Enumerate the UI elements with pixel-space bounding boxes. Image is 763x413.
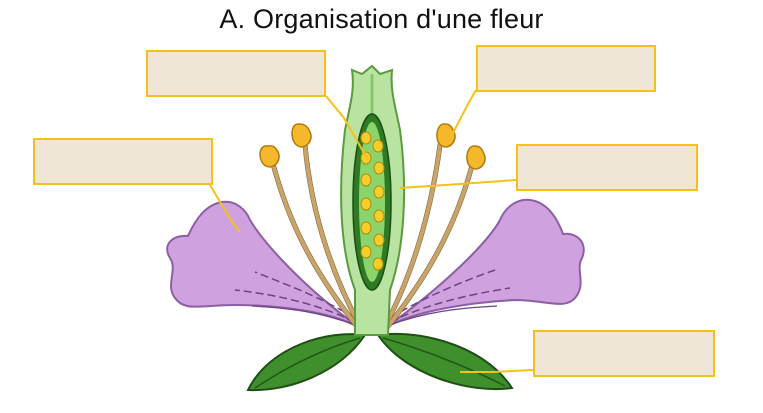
label-box-ovary[interactable] — [146, 50, 326, 97]
leader-lines — [209, 89, 534, 373]
leader-pistil — [399, 179, 517, 189]
anthers — [259, 123, 486, 170]
petal-right — [384, 198, 585, 329]
sepal-right-vein — [382, 337, 506, 387]
anther-2 — [291, 123, 312, 148]
sepal-right — [376, 332, 514, 391]
sepals — [246, 332, 514, 392]
label-box-anther[interactable] — [476, 45, 656, 92]
ovules — [360, 131, 385, 271]
diagram-title: A. Organisation d'une fleur — [219, 4, 544, 34]
label-box-pistil[interactable] — [516, 144, 698, 191]
leader-sepal — [460, 369, 534, 373]
label-box-petal[interactable] — [33, 138, 213, 185]
leader-ovary — [325, 95, 369, 161]
petal-left — [166, 200, 361, 329]
leader-anther — [451, 89, 477, 136]
sepal-left-vein — [254, 337, 361, 389]
leader-petal — [209, 184, 241, 233]
pistil — [340, 64, 406, 336]
stamen-filaments — [269, 142, 476, 333]
sepal-left — [246, 333, 367, 392]
anther-3 — [436, 123, 456, 148]
anther-1 — [259, 145, 280, 168]
label-box-sepal[interactable] — [533, 330, 715, 377]
anther-4 — [466, 145, 486, 170]
